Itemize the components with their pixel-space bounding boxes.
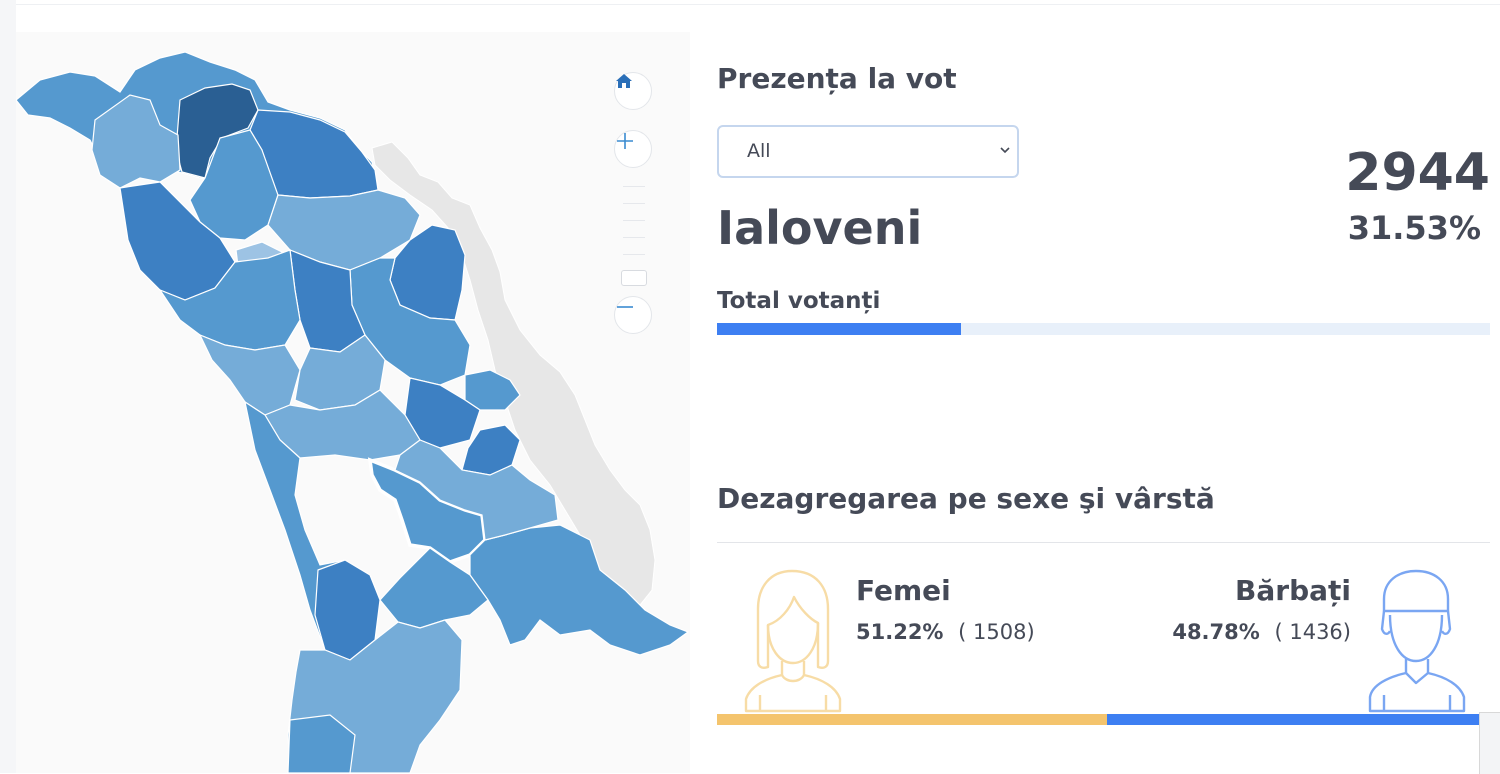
gender-bar-female bbox=[717, 714, 1108, 725]
map-region[interactable] bbox=[287, 714, 356, 773]
male-stats: 48.78% ( 1436) bbox=[1172, 620, 1351, 644]
filter-selected-value: All bbox=[747, 140, 771, 162]
moldova-map[interactable] bbox=[16, 32, 690, 773]
map-zoom-out-button[interactable] bbox=[614, 296, 652, 334]
map-region[interactable] bbox=[394, 439, 559, 541]
filter-select[interactable]: All bbox=[717, 125, 1019, 178]
top-divider bbox=[0, 4, 1500, 5]
female-label: Femei bbox=[856, 574, 951, 607]
zoom-level-tick[interactable] bbox=[623, 237, 645, 238]
map-home-button[interactable] bbox=[614, 72, 652, 110]
minus-icon bbox=[617, 306, 633, 308]
home-icon bbox=[616, 74, 632, 88]
left-gutter bbox=[0, 0, 16, 773]
section-divider bbox=[717, 542, 1490, 543]
female-percent: 51.22% bbox=[856, 620, 944, 644]
map-panel[interactable] bbox=[16, 32, 690, 773]
plus-icon bbox=[617, 133, 633, 149]
turnout-percent: 31.53% bbox=[1347, 209, 1481, 247]
map-neighbor-region bbox=[371, 141, 656, 606]
male-label: Bărbați bbox=[1235, 574, 1351, 607]
turnout-title: Prezența la vot bbox=[717, 62, 957, 95]
gender-bar-male bbox=[1107, 714, 1479, 725]
zoom-level-tick[interactable] bbox=[623, 203, 645, 204]
voter-count: 2944 bbox=[1345, 143, 1490, 203]
breakdown-title: Dezagregarea pe sexe şi vârstă bbox=[717, 482, 1215, 515]
zoom-level-tick[interactable] bbox=[623, 220, 645, 221]
region-name: Ialoveni bbox=[717, 201, 923, 255]
woman-avatar-icon bbox=[744, 569, 842, 713]
man-avatar-icon bbox=[1368, 569, 1466, 713]
total-voters-label: Total votanți bbox=[717, 288, 881, 314]
total-voters-bar bbox=[717, 323, 1490, 335]
total-voters-bar-fill bbox=[717, 323, 961, 335]
female-stats: 51.22% ( 1508) bbox=[856, 620, 1035, 644]
male-percent: 48.78% bbox=[1172, 620, 1260, 644]
zoom-slider-handle[interactable] bbox=[621, 270, 647, 286]
map-region[interactable] bbox=[469, 524, 690, 656]
male-count: ( 1436) bbox=[1274, 620, 1351, 644]
corner-widget[interactable] bbox=[1479, 712, 1500, 774]
female-count: ( 1508) bbox=[958, 620, 1035, 644]
gender-split-bar bbox=[717, 714, 1479, 725]
zoom-level-tick[interactable] bbox=[623, 186, 645, 187]
map-zoom-in-button[interactable] bbox=[614, 130, 652, 168]
map-region[interactable] bbox=[91, 94, 181, 189]
zoom-level-tick[interactable] bbox=[623, 254, 645, 255]
chevron-down-icon bbox=[1000, 147, 1010, 154]
